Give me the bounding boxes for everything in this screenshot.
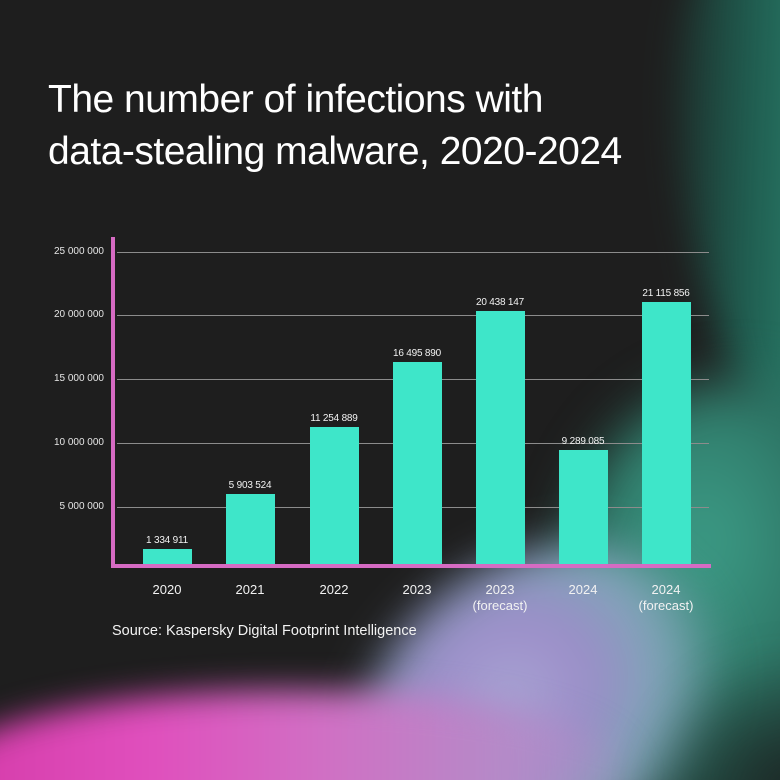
y-tick-label: 20 000 000	[53, 309, 104, 320]
x-tick-label: 2023	[367, 582, 467, 598]
y-tick-label: 5 000 000	[59, 501, 105, 512]
dark-corner-shape	[640, 650, 780, 780]
chart-title: The number of infections with data-steal…	[48, 74, 748, 178]
bar-value-label: 5 903 524	[228, 480, 272, 491]
x-tick-year: 2023	[402, 582, 432, 597]
bar-2022	[310, 427, 359, 565]
x-tick-year: 2021	[235, 582, 265, 597]
y-tick-label: 15 000 000	[53, 373, 104, 384]
x-axis-line	[111, 564, 711, 568]
x-tick-note: (forecast)	[638, 598, 694, 613]
chart-title-line-2: data-stealing malware, 2020-2024	[48, 130, 622, 173]
x-tick-year: 2020	[152, 582, 182, 597]
x-tick-label: 2023 (forecast)	[450, 582, 550, 614]
gridline-20m	[117, 315, 709, 316]
y-tick-label: 25 000 000	[53, 246, 104, 257]
bar-value-label: 11 254 889	[310, 413, 358, 424]
chart-title-line-1: The number of infections with	[48, 78, 543, 121]
x-tick-label: 2024 (forecast)	[616, 582, 716, 614]
bar-value-label: 16 495 890	[392, 348, 442, 359]
bar-2021	[226, 494, 275, 565]
x-tick-year: 2022	[319, 582, 349, 597]
bar-2023-forecast	[476, 311, 525, 565]
bar-2023	[393, 362, 442, 565]
x-tick-year: 2024	[651, 582, 681, 597]
x-tick-year: 2023	[485, 582, 515, 597]
x-tick-label: 2022	[284, 582, 384, 598]
x-tick-label: 2024	[533, 582, 633, 598]
gridline-25m	[117, 252, 709, 253]
x-tick-label: 2020	[117, 582, 217, 598]
bar-value-label: 1 334 911	[146, 535, 188, 546]
bar-2020	[143, 549, 192, 565]
bar-2024	[559, 450, 608, 565]
x-tick-note: (forecast)	[472, 598, 528, 613]
y-tick-label: 10 000 000	[53, 437, 104, 448]
bar-value-label: 21 115 856	[642, 288, 690, 299]
y-axis-line	[111, 237, 115, 568]
source-caption: Source: Kaspersky Digital Footprint Inte…	[112, 623, 417, 639]
bar-value-label: 20 438 147	[475, 297, 525, 308]
bar-value-label: 9 289 085	[561, 436, 605, 447]
bar-2024-forecast	[642, 302, 691, 565]
x-tick-year: 2024	[568, 582, 598, 597]
x-tick-label: 2021	[200, 582, 300, 598]
